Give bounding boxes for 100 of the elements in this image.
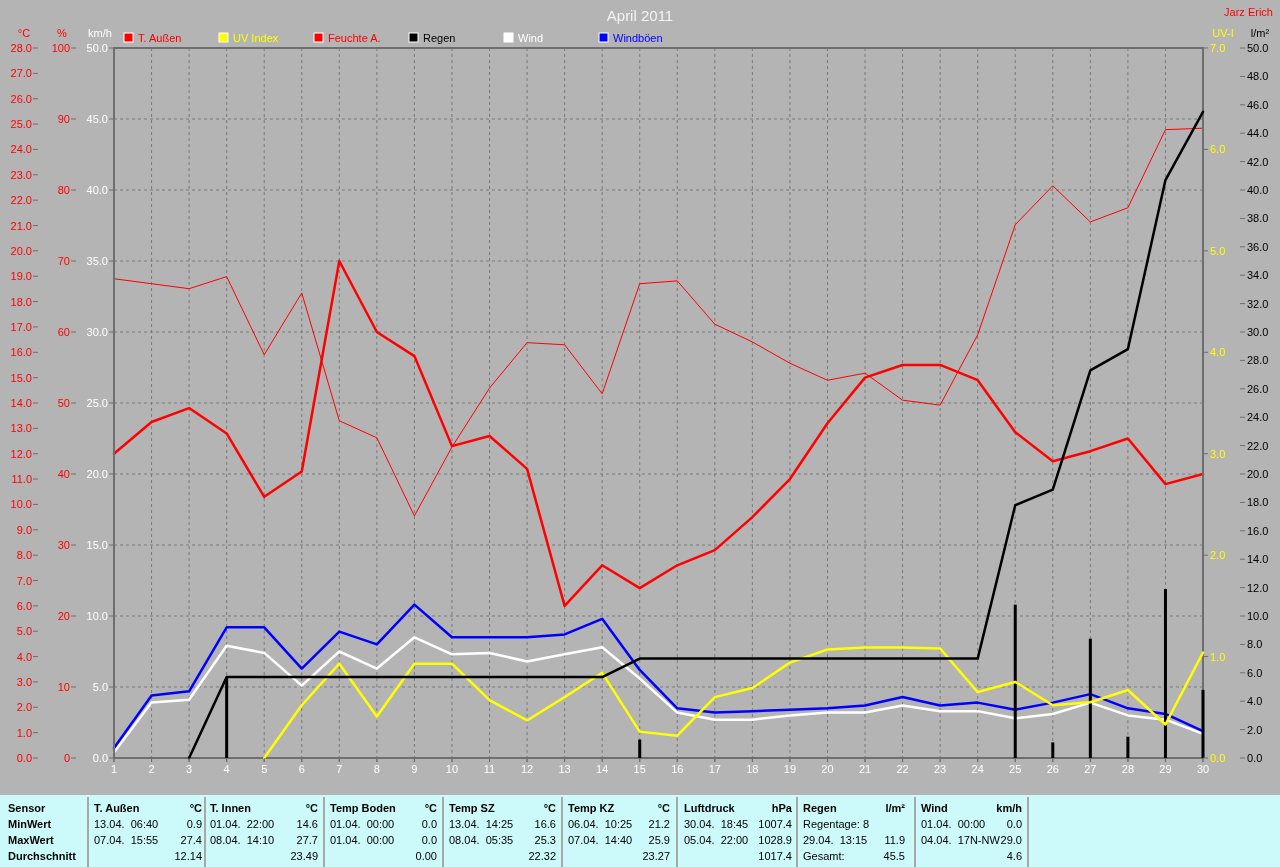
- text: Gesamt:: [803, 850, 845, 862]
- y-tick-label: 23.0: [10, 168, 32, 181]
- text: 06.04. 10:25: [568, 818, 633, 830]
- y-tick-label: 4.0: [16, 650, 32, 663]
- y2-tick-label: 100: [51, 42, 70, 54]
- bar: [638, 739, 642, 758]
- x-tick-label: 18: [746, 763, 759, 775]
- y3-tick-label: 45.0: [86, 113, 108, 125]
- y2-tick-label: 50.0: [1247, 42, 1269, 54]
- y2-tick-label: 20.0: [1247, 468, 1269, 480]
- text: 01.04. 00:00: [921, 818, 986, 830]
- y-tick-label: 6.0: [1210, 143, 1226, 156]
- text: Wind: [921, 802, 948, 814]
- legend-label: Wind: [518, 32, 544, 44]
- legend-label: Regen: [423, 32, 456, 44]
- y-tick-label: 4.0: [1210, 346, 1226, 359]
- y-tick-label: 28.0: [10, 42, 32, 54]
- text: 25.3: [534, 834, 556, 846]
- text: 22.32: [528, 850, 556, 862]
- x-tick-label: 2: [148, 763, 155, 775]
- text: 27.7: [296, 834, 318, 846]
- y-tick-label: 22.0: [10, 194, 32, 207]
- y2-tick-label: 14.0: [1247, 553, 1269, 566]
- bar: [1013, 604, 1017, 758]
- y-tick-label: 0.0: [1210, 752, 1226, 764]
- y-tick-label: 7.0: [16, 574, 32, 587]
- text: Temp KZ: [568, 802, 615, 814]
- y-tick-label: 2.0: [16, 701, 32, 714]
- text: 01.04. 22:00: [210, 818, 275, 830]
- text: 16.6: [534, 818, 556, 830]
- y3-tick-label: 35.0: [86, 255, 108, 267]
- y-tick-label: 6.0: [16, 599, 32, 612]
- text: 08.04. 14:10: [210, 834, 275, 846]
- y-tick-label: 17.0: [10, 320, 32, 333]
- text: 29.04. 13:15: [803, 834, 868, 846]
- text: 04.04. 17N-NW: [921, 834, 1001, 846]
- y2-tick-label: 28.0: [1247, 354, 1269, 367]
- y2-tick-label: 32.0: [1247, 297, 1269, 310]
- y-tick-label: 21.0: [10, 219, 32, 232]
- x-tick-label: 23: [934, 763, 947, 775]
- y2-tick-label: 10: [57, 681, 70, 693]
- bar: [1126, 736, 1130, 758]
- y2-tick-label: 40.0: [1247, 184, 1269, 196]
- x-tick-label: 3: [186, 763, 193, 775]
- y-tick-label: 25.0: [10, 118, 32, 131]
- x-tick-label: 26: [1046, 763, 1059, 775]
- text: 30.04. 18:45: [684, 818, 749, 830]
- x-tick-label: 17: [708, 763, 721, 775]
- text: 13.04. 06:40: [94, 818, 159, 830]
- y2-tick-label: 42.0: [1247, 155, 1269, 168]
- y2-tick-label: 50: [57, 397, 70, 409]
- x-tick-label: 20: [821, 763, 834, 775]
- y3-tick-label: 40.0: [86, 184, 108, 196]
- text: Luftdruck: [684, 802, 736, 814]
- x-tick-label: 21: [858, 763, 872, 775]
- text: 1007.4: [758, 818, 792, 830]
- y-axis-title: UV-I: [1212, 27, 1234, 39]
- text: 0.0: [1006, 818, 1022, 830]
- y-tick-label: 19.0: [10, 270, 32, 283]
- line-series: [187, 110, 1205, 760]
- text: °C: [543, 802, 557, 814]
- x-tick-label: 29: [1159, 763, 1172, 775]
- y2-tick-label: 46.0: [1247, 98, 1269, 111]
- y2-axis-title: %: [57, 27, 68, 39]
- y-tick-label: 5.0: [1210, 244, 1226, 257]
- y2-tick-label: 2.0: [1247, 723, 1263, 736]
- y2-tick-label: 36.0: [1247, 240, 1269, 253]
- y-tick-label: 1.0: [16, 726, 32, 739]
- legend-label: Windböen: [613, 32, 663, 44]
- y-tick-label: 24.0: [10, 143, 32, 156]
- x-tick-label: 27: [1084, 763, 1097, 775]
- text: 07.04. 14:40: [568, 834, 633, 846]
- y-tick-label: 14.0: [10, 397, 32, 409]
- text: 12.14: [174, 850, 202, 862]
- text: MinWert: [8, 818, 52, 830]
- y2-tick-label: 44.0: [1247, 127, 1269, 140]
- x-tick-label: 30: [1196, 763, 1210, 775]
- x-tick-label: 8: [373, 763, 380, 775]
- y2-tick-label: 90: [57, 113, 70, 125]
- y-tick-label: 13.0: [10, 422, 32, 435]
- y-tick-label: 2.0: [1210, 549, 1226, 562]
- y-tick-label: 1.0: [1210, 650, 1226, 663]
- y3-tick-label: 20.0: [86, 468, 108, 480]
- y2-tick-label: 22.0: [1247, 439, 1269, 452]
- x-tick-label: 9: [411, 763, 418, 775]
- y2-tick-label: 30: [57, 539, 70, 551]
- y-tick-label: 11.0: [11, 473, 32, 486]
- y-tick-label: 16.0: [10, 346, 32, 359]
- text: °C: [424, 802, 438, 814]
- x-tick-label: 1: [110, 763, 118, 775]
- x-tick-label: 19: [783, 763, 797, 775]
- y2-tick-label: 48.0: [1247, 70, 1269, 83]
- y2-tick-label: 40: [57, 468, 70, 480]
- text: 29.0: [1000, 834, 1022, 846]
- y2-tick-label: 80: [57, 184, 70, 196]
- text: T. Innen: [210, 802, 252, 814]
- text: 23.27: [642, 850, 670, 862]
- y2-tick-label: 38.0: [1247, 212, 1269, 225]
- text: Temp SZ: [449, 802, 495, 814]
- y2-tick-label: 60: [57, 326, 70, 338]
